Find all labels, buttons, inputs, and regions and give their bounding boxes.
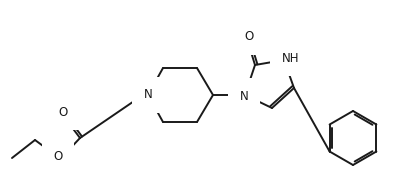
Text: O: O <box>54 150 63 163</box>
Text: N: N <box>240 90 248 102</box>
Text: NH: NH <box>282 51 300 64</box>
Text: O: O <box>58 105 67 119</box>
Text: N: N <box>144 88 153 101</box>
Text: O: O <box>244 30 254 43</box>
